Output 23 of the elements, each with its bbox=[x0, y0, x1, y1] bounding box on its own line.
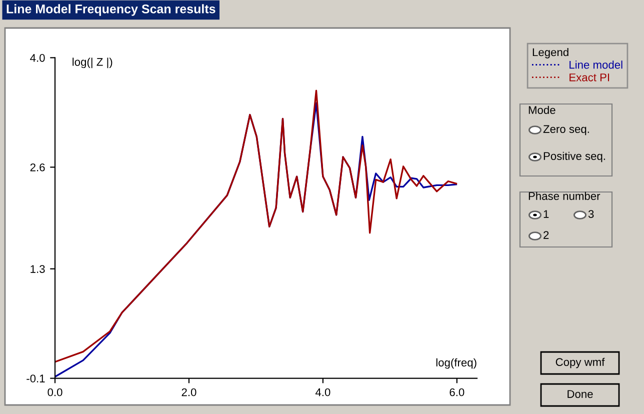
y-axis-title: log(| Z |) bbox=[72, 58, 112, 68]
legend-title: Legend bbox=[532, 48, 568, 58]
x-axis-title: log(freq) bbox=[436, 358, 476, 369]
chart-title: Line Model Frequency Scan results bbox=[6, 4, 216, 16]
text: 1 bbox=[544, 210, 549, 218]
text: Positive seq. bbox=[544, 152, 605, 162]
legend-label: Exact PI bbox=[570, 74, 610, 82]
text: 3 bbox=[588, 210, 594, 218]
x-tick-label: 6.0 bbox=[450, 388, 464, 396]
text: Zero seq. bbox=[543, 125, 589, 136]
text: Mode bbox=[528, 106, 556, 114]
x-tick-label: 0.0 bbox=[48, 388, 62, 396]
x-tick-label: 4.0 bbox=[315, 388, 330, 396]
legend-label: Line model bbox=[570, 60, 622, 69]
text: Phase number bbox=[528, 192, 600, 200]
y-tick-label: 2.6 bbox=[30, 163, 45, 172]
y-tick-label: 4.0 bbox=[30, 54, 45, 62]
text: 2 bbox=[544, 231, 549, 239]
text: Copy wmf bbox=[556, 358, 605, 368]
text: Done bbox=[568, 390, 593, 398]
y-tick-label: 1.3 bbox=[30, 265, 45, 273]
y-tick-label: -0.1 bbox=[26, 374, 45, 382]
x-tick-label: 2.0 bbox=[182, 388, 196, 396]
